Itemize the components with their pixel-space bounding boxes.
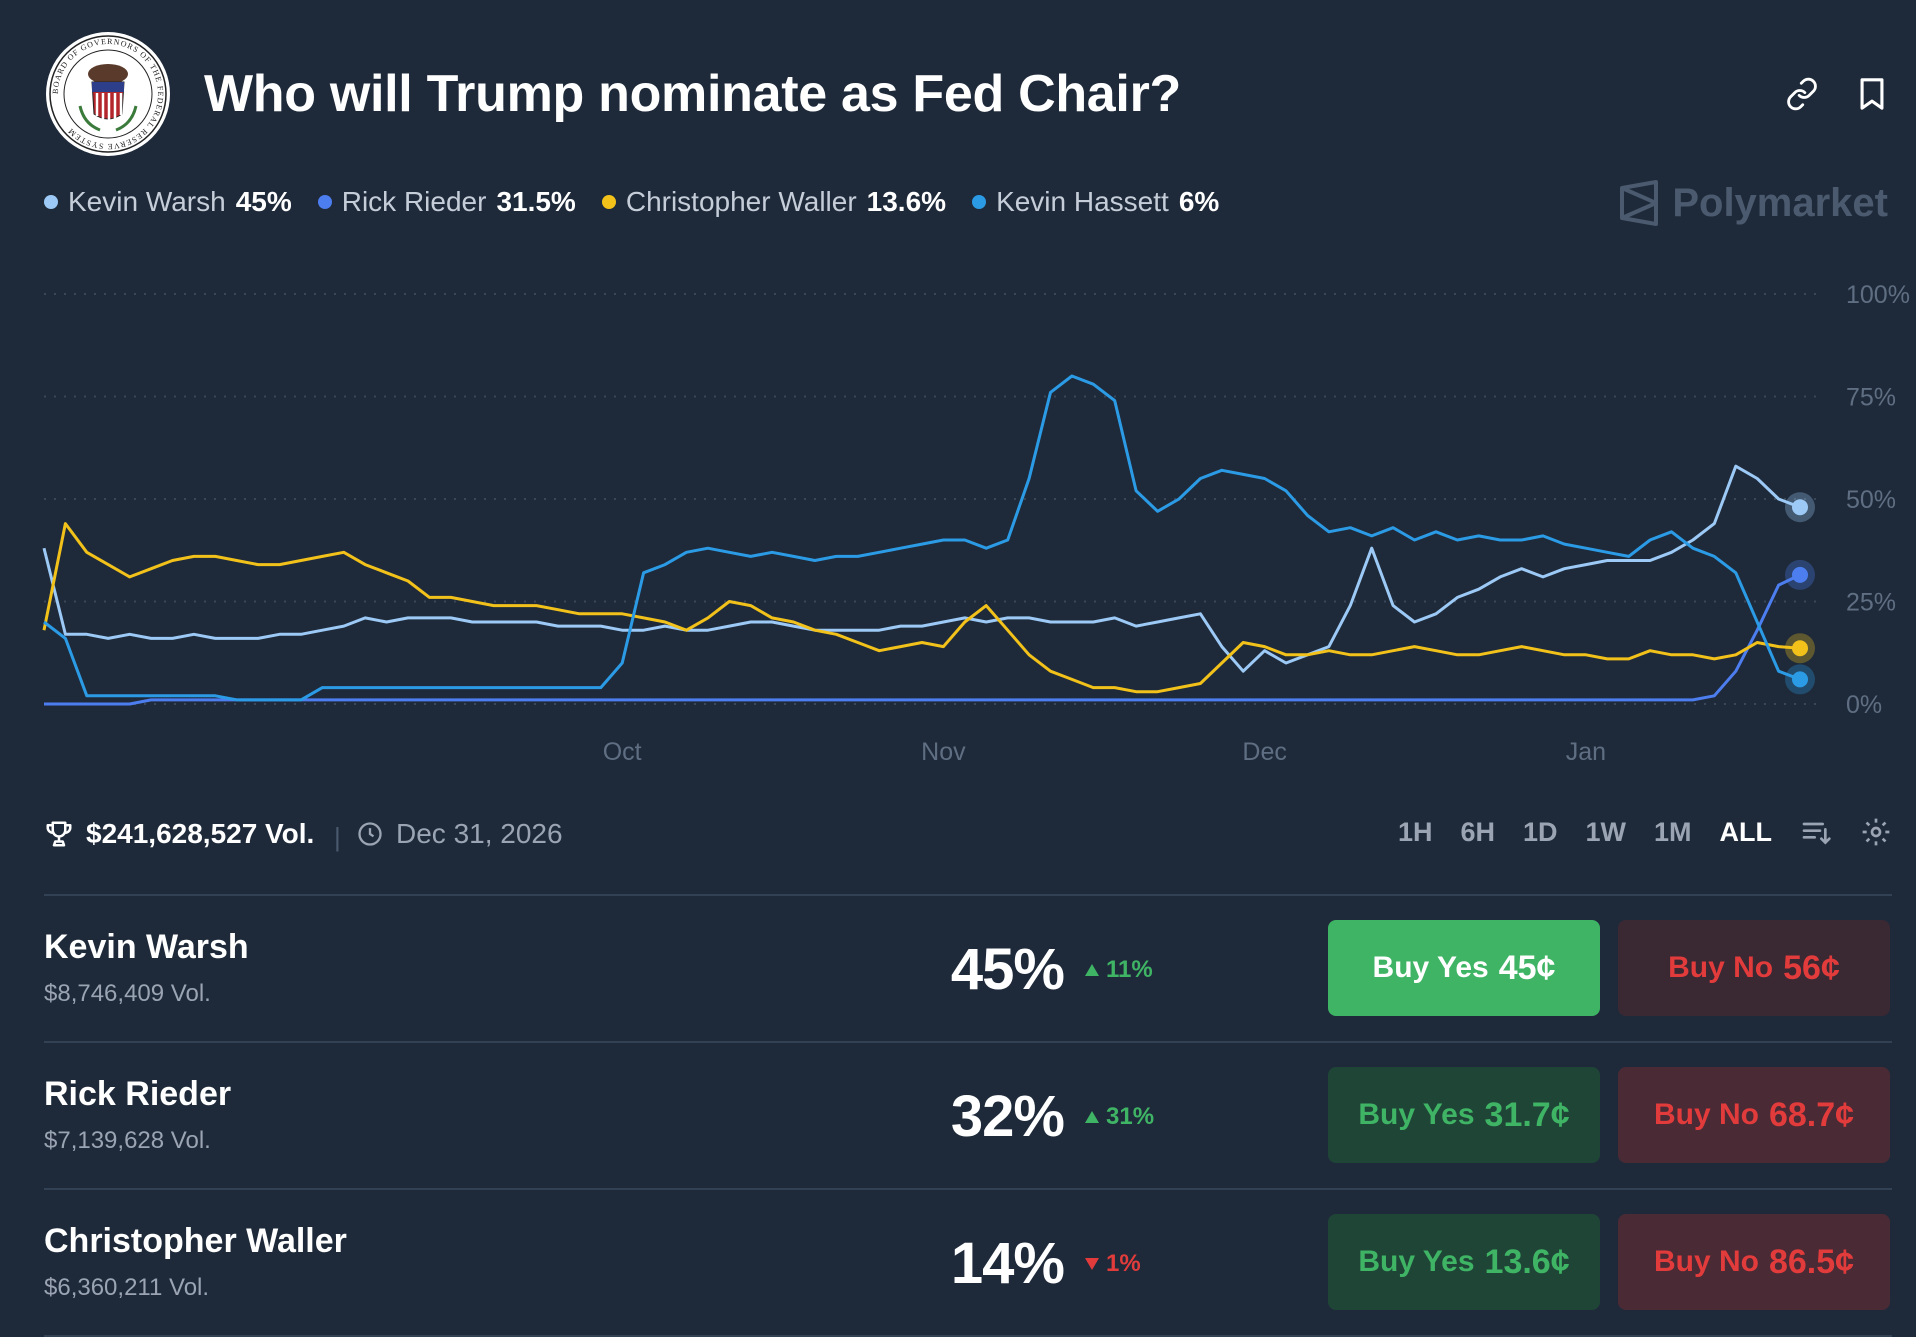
legend-dot bbox=[44, 195, 58, 209]
legend-name: Rick Rieder bbox=[341, 186, 487, 217]
outcome-percent: 14% bbox=[950, 1231, 1065, 1296]
outcome-volume: $7,139,628 Vol. bbox=[44, 1127, 211, 1154]
buy-yes-label: Buy Yes bbox=[1358, 1245, 1475, 1278]
polymarket-logo: Polymarket bbox=[1618, 180, 1888, 226]
range-1h[interactable]: 1H bbox=[1397, 816, 1433, 847]
outcome-change: 31% bbox=[1084, 1103, 1154, 1131]
series-line-kevin-warsh bbox=[42, 464, 1801, 673]
buy-no-price: 68.7¢ bbox=[1768, 1095, 1855, 1134]
y-tick-label: 25% bbox=[1846, 589, 1896, 617]
legend-name: Kevin Warsh bbox=[68, 186, 226, 217]
end-marker-kevin-hassett bbox=[1792, 671, 1808, 688]
x-tick-label: Dec bbox=[1242, 738, 1286, 766]
buy-yes-label: Buy Yes bbox=[1358, 1098, 1475, 1131]
y-tick-label: 100% bbox=[1846, 281, 1910, 309]
polymarket-icon bbox=[1620, 180, 1659, 226]
market-stats-bar: $241,628,527 Vol. | Dec 31, 2026 1H 6H 1… bbox=[44, 812, 1892, 860]
buy-no-button[interactable]: Buy No 68.7¢ bbox=[1618, 1067, 1890, 1163]
outcome-name: Christopher Waller bbox=[44, 1222, 347, 1260]
x-tick-label: Oct bbox=[603, 738, 642, 766]
range-6h[interactable]: 6H bbox=[1460, 816, 1495, 847]
legend-value: 45% bbox=[235, 186, 292, 217]
legend-name: Christopher Waller bbox=[625, 186, 857, 217]
buy-yes-button[interactable]: Buy Yes 13.6¢ bbox=[1328, 1214, 1600, 1310]
buy-no-label: Buy No bbox=[1668, 951, 1774, 984]
legend-value: 6% bbox=[1178, 186, 1220, 217]
series-line-rick-rieder bbox=[44, 573, 1801, 706]
outcome-name: Kevin Warsh bbox=[44, 928, 249, 966]
range-1w[interactable]: 1W bbox=[1585, 816, 1627, 847]
clock-icon bbox=[358, 822, 382, 846]
total-volume: $241,628,527 Vol. bbox=[86, 818, 315, 849]
outcome-name: Rick Rieder bbox=[44, 1075, 232, 1113]
chart-legend: Kevin Warsh 45% Rick Rieder 31.5% Christ… bbox=[44, 186, 1219, 218]
filter-list-icon[interactable] bbox=[1800, 816, 1832, 848]
legend-name: Kevin Hassett bbox=[996, 186, 1169, 217]
y-tick-label: 75% bbox=[1846, 384, 1896, 412]
buy-no-price: 56¢ bbox=[1783, 948, 1840, 987]
x-tick-label: Jan bbox=[1566, 738, 1606, 766]
outcome-volume: $6,360,211 Vol. bbox=[44, 1274, 210, 1301]
buy-yes-price: 45¢ bbox=[1498, 948, 1556, 987]
legend-item: Kevin Warsh 45% bbox=[44, 186, 292, 218]
change-value: 31% bbox=[1106, 1103, 1155, 1130]
buy-yes-button[interactable]: Buy Yes 31.7¢ bbox=[1328, 1067, 1600, 1163]
range-1d[interactable]: 1D bbox=[1522, 816, 1558, 847]
buy-no-label: Buy No bbox=[1653, 1098, 1759, 1131]
change-value: 11% bbox=[1106, 956, 1153, 983]
buy-yes-button[interactable]: Buy Yes 45¢ bbox=[1328, 920, 1600, 1016]
trophy-icon bbox=[46, 821, 72, 847]
series-line-christopher-waller bbox=[42, 522, 1801, 694]
change-value: 1% bbox=[1106, 1250, 1141, 1277]
buy-no-button[interactable]: Buy No 86.5¢ bbox=[1618, 1214, 1890, 1310]
legend-value: 13.6% bbox=[866, 186, 947, 217]
range-1m[interactable]: 1M bbox=[1654, 816, 1692, 847]
outcome-list: Kevin Warsh $8,746,409 Vol. 45% 11% Buy … bbox=[44, 894, 1892, 1337]
page-title: Who will Trump nominate as Fed Chair? bbox=[204, 65, 1181, 123]
buy-no-label: Buy No bbox=[1653, 1245, 1759, 1278]
x-tick-label: Nov bbox=[921, 738, 966, 766]
legend-dot bbox=[317, 195, 332, 209]
buy-yes-label: Buy Yes bbox=[1372, 951, 1489, 984]
brand-name: Polymarket bbox=[1672, 180, 1888, 225]
outcome-row-christopher-waller[interactable]: Christopher Waller $6,360,211 Vol. 14% 1… bbox=[44, 1188, 1892, 1337]
legend-dot bbox=[972, 195, 987, 209]
end-date: Dec 31, 2026 bbox=[396, 818, 563, 849]
outcome-change: 11% bbox=[1084, 956, 1153, 984]
end-marker-kevin-warsh bbox=[1792, 499, 1808, 516]
legend-item: Christopher Waller 13.6% bbox=[601, 186, 947, 218]
market-header: BOARD OF GOVERNORS OF THE FEDERAL RESERV… bbox=[44, 30, 1892, 160]
end-marker-christopher-waller bbox=[1792, 640, 1808, 657]
legend-dot bbox=[601, 195, 616, 209]
triangle-up-icon bbox=[1085, 1111, 1099, 1123]
outcome-row-rick-rieder[interactable]: Rick Rieder $7,139,628 Vol. 32% 31% Buy … bbox=[44, 1041, 1892, 1188]
legend-item: Kevin Hassett 6% bbox=[972, 186, 1219, 218]
outcome-volume: $8,746,409 Vol. bbox=[44, 980, 211, 1007]
legend-item: Rick Rieder 31.5% bbox=[317, 186, 576, 218]
buy-yes-price: 31.7¢ bbox=[1484, 1095, 1570, 1134]
legend-value: 31.5% bbox=[496, 186, 576, 217]
y-tick-label: 50% bbox=[1846, 486, 1896, 514]
buy-yes-price: 13.6¢ bbox=[1484, 1242, 1570, 1281]
outcome-percent: 32% bbox=[950, 1084, 1065, 1149]
triangle-up-icon bbox=[1085, 964, 1099, 976]
series-line-kevin-hassett bbox=[43, 374, 1801, 702]
outcome-percent: 45% bbox=[950, 937, 1065, 1002]
price-history-chart[interactable]: 100% 75% 50% 25% 0% Oct Nov Dec Jan bbox=[0, 260, 1916, 770]
buy-no-price: 86.5¢ bbox=[1768, 1242, 1855, 1281]
end-marker-rick-rieder bbox=[1792, 566, 1808, 583]
y-tick-label: 0% bbox=[1846, 691, 1882, 719]
range-all[interactable]: ALL bbox=[1719, 816, 1772, 847]
outcome-row-kevin-warsh[interactable]: Kevin Warsh $8,746,409 Vol. 45% 11% Buy … bbox=[44, 894, 1892, 1041]
link-icon[interactable] bbox=[1782, 74, 1822, 114]
buy-no-button[interactable]: Buy No 56¢ bbox=[1618, 920, 1890, 1016]
stat-divider: | bbox=[334, 822, 341, 852]
triangle-down-icon bbox=[1085, 1258, 1099, 1270]
settings-gear-icon[interactable] bbox=[1860, 816, 1892, 848]
federal-reserve-seal: BOARD OF GOVERNORS OF THE FEDERAL RESERV… bbox=[44, 30, 172, 158]
bookmark-icon[interactable] bbox=[1852, 74, 1892, 114]
outcome-change: 1% bbox=[1084, 1250, 1141, 1278]
